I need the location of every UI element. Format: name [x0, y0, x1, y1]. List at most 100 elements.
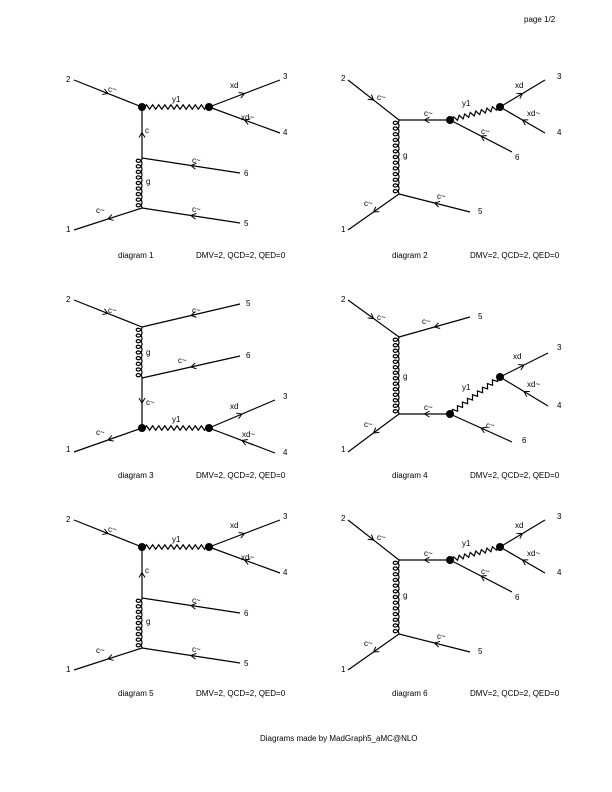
particle-label: xd	[513, 352, 521, 361]
fermion-5-arrow	[190, 212, 197, 220]
particle-label: g	[146, 617, 150, 626]
particle-label: y1	[172, 535, 181, 544]
fermion-mid-arrow	[423, 556, 430, 564]
fermion-5-arrow	[433, 322, 441, 330]
fermion-2-arrow	[367, 312, 375, 320]
fermion-5-arrow	[433, 200, 441, 208]
fermion-4-arrow	[243, 118, 251, 125]
fermion-5-arrow	[190, 311, 197, 318]
feynman-diagram-5: 2 c~ y1 3 xd 4 xd~ c 6 c~ g 1 c~ 5 c~ diagram 5 DMV=2, Q…	[66, 512, 288, 698]
gluon	[135, 157, 143, 209]
particle-label: y1	[172, 415, 181, 424]
particle-label: g	[403, 591, 407, 600]
vertex	[496, 373, 504, 381]
coupling-orders: DMV=2, QCD=2, QED=0	[470, 689, 560, 698]
particle-label: c~	[424, 549, 433, 558]
external-4: 4	[283, 568, 288, 577]
particle-label: c~	[192, 205, 201, 214]
external-1: 1	[66, 445, 71, 454]
fermion-mid-arrow	[423, 116, 430, 124]
particle-label: c~	[364, 420, 373, 429]
particle-label: c~	[178, 356, 187, 365]
fermion-1-arrow	[107, 214, 114, 221]
particle-label: xd	[515, 521, 523, 530]
external-6: 6	[246, 351, 251, 360]
fermion-4-arrow	[243, 558, 251, 565]
coupling-orders: DMV=2, QCD=2, QED=0	[196, 251, 286, 260]
fermion-6-arrow	[480, 575, 487, 582]
fermion-1-arrow	[372, 206, 380, 213]
external-1: 1	[341, 225, 346, 234]
diagram-caption: diagram 6	[392, 689, 428, 698]
y1-line	[449, 375, 501, 416]
particle-label: g	[146, 177, 150, 186]
particle-label: c~	[481, 127, 490, 136]
particle-label: c~	[424, 403, 433, 412]
diagram-caption: diagram 1	[118, 251, 154, 260]
vertex	[205, 103, 213, 111]
page-label: page 1/2	[524, 15, 556, 24]
diagram-caption: diagram 4	[392, 471, 428, 480]
external-3: 3	[557, 72, 562, 81]
particle-label: xd	[230, 402, 238, 411]
feynman-diagram-6: 2 c~ c~ y1 3 xd 4 xd~ 6 c~ g 1 c~ 5 c~ diagram 6 DMV=2, …	[341, 512, 562, 698]
vertex	[496, 543, 504, 551]
vertex	[205, 424, 213, 432]
gluon	[392, 119, 400, 195]
fermion-1-arrow	[107, 654, 114, 661]
fermion-5-arrow	[433, 640, 441, 648]
external-4: 4	[283, 128, 288, 137]
particle-label: c~	[377, 93, 386, 102]
particle-label: c	[145, 126, 149, 135]
fermion-1-arrow	[372, 427, 380, 434]
particle-label: c~	[96, 206, 105, 215]
gluon	[392, 559, 400, 635]
external-4: 4	[283, 448, 288, 457]
gluon	[392, 336, 400, 415]
particle-label: c~	[437, 632, 446, 641]
fermion-6-arrow	[480, 426, 487, 434]
particle-label: xd~	[527, 109, 540, 118]
fermion-1-arrow	[372, 646, 380, 653]
fermion-3-arrow	[236, 412, 243, 420]
external-5: 5	[478, 312, 483, 321]
fermion-2-arrow	[102, 308, 109, 315]
particle-label: c~	[192, 306, 201, 315]
external-6: 6	[515, 593, 520, 602]
diagram-caption: diagram 2	[392, 251, 428, 260]
external-4: 4	[557, 568, 562, 577]
external-5: 5	[246, 299, 251, 308]
fermion-4-arrow	[241, 438, 248, 446]
vertex	[138, 543, 146, 551]
fermion-6-arrow	[190, 602, 197, 610]
vertex	[496, 103, 504, 111]
external-2: 2	[66, 295, 71, 304]
vertex	[138, 424, 146, 432]
fermion-mid-arrow	[423, 410, 430, 418]
external-1: 1	[66, 665, 71, 674]
gluon	[135, 597, 143, 649]
particle-label: y1	[462, 539, 471, 548]
vertex	[205, 543, 213, 551]
particle-label: c~	[422, 317, 431, 326]
particle-label: g	[403, 372, 407, 381]
particle-label: c~	[364, 639, 373, 648]
particle-label: c~	[146, 398, 155, 407]
fermion-6-arrow	[190, 362, 197, 370]
external-3: 3	[557, 343, 562, 352]
particle-label: c~	[424, 109, 433, 118]
fermion-3-arrow	[238, 91, 246, 99]
fermion-4-arrow	[521, 559, 529, 566]
feynman-diagram-1: 2 c~ y1 3 xd 4 xd~ c 6 c~ g 1 c~ 5 c~ diagram 1 DMV=2, Q…	[66, 72, 288, 260]
fermion-c-arrow	[138, 397, 146, 404]
particle-label: y1	[172, 95, 181, 104]
particle-label: c~	[377, 533, 386, 542]
external-1: 1	[341, 665, 346, 674]
particle-label: c~	[377, 313, 386, 322]
particle-label: xd	[230, 81, 238, 90]
fermion-c-arrow	[138, 131, 146, 138]
particle-label: c~	[437, 192, 446, 201]
fermion-3-arrow	[238, 531, 246, 539]
fermion-5-arrow	[190, 652, 197, 660]
